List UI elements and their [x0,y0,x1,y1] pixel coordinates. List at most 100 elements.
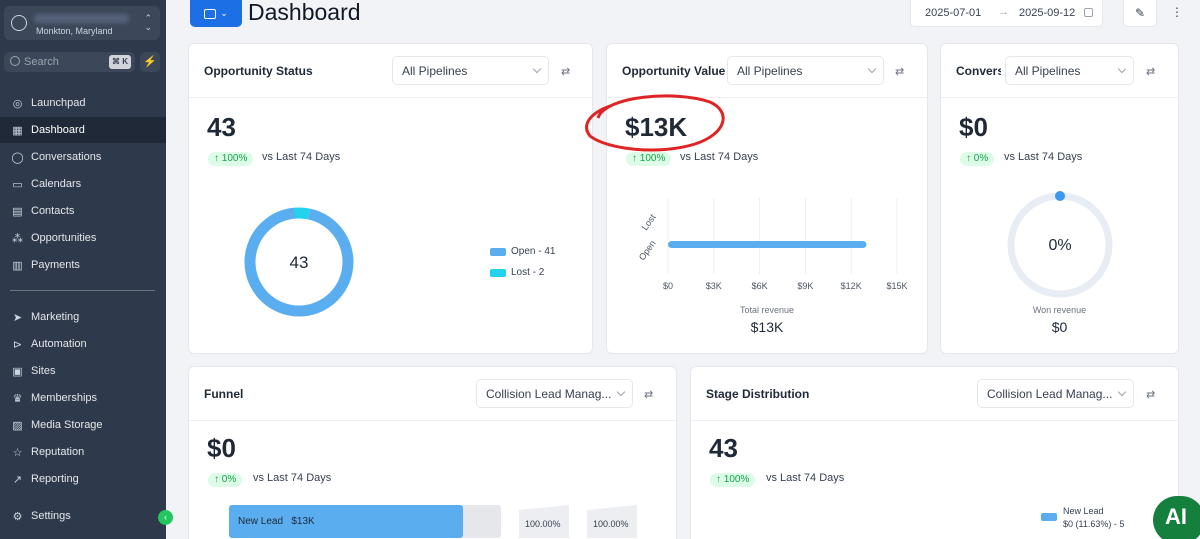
legend-item-open: Open - 41 [490,246,555,257]
conversion-card: Conversion All Pipelines ⇄ $0 ↑ 0% vs La… [940,43,1179,354]
sidebar-item-payments[interactable]: ▥ Payments [0,252,166,278]
change-badge: ↑ 100% [626,152,672,166]
compare-text: vs Last 74 Days [680,151,759,163]
search-shortcut: ⌘ K [109,55,131,69]
search-input[interactable]: Search ⌘ K [4,52,135,72]
card-header: Opportunity Value All Pipelines ⇄ [607,44,927,98]
location-switcher[interactable]: Monkton, Maryland ⌃ ⌄ [4,6,160,40]
filter-settings-icon[interactable]: ⇄ [561,66,571,78]
receipt-icon: ▥ [12,259,23,272]
sidebar-item-settings[interactable]: ⚙ Settings [0,503,166,529]
sidebar-item-label: Automation [31,338,87,350]
sidebar-item-automation[interactable]: ⊳ Automation [0,331,166,357]
sidebar-item-label: Media Storage [31,419,103,431]
chevron-down-icon [532,64,542,74]
legend-item-new-lead: New Lead $0 (11.63%) - 5 [1063,505,1124,531]
pipeline-dropdown[interactable]: All Pipelines [727,56,884,85]
sidebar-item-launchpad[interactable]: ◎ Launchpad [0,90,166,116]
sidebar-item-dashboard[interactable]: ▦ Dashboard [0,117,166,143]
legend-label: Lost - 2 [511,267,545,278]
dropdown-value: All Pipelines [1015,64,1081,78]
legend-value: $0 (11.63%) - 5 [1063,519,1125,529]
sidebar-item-reputation[interactable]: ☆ Reputation [0,439,166,465]
legend-label: New Lead [1063,506,1104,516]
filter-settings-icon[interactable]: ⇄ [1146,66,1156,78]
funnel-card: Funnel Collision Lead Manag... ⇄ $0 ↑ 0%… [188,366,677,539]
sidebar-item-label: Reputation [31,446,85,458]
collapse-sidebar-button[interactable]: ‹ [158,510,173,525]
gauge-center-value: 0% [1048,237,1071,254]
membership-icon: ♛ [12,392,23,405]
x-tick-label: $0 [663,281,673,291]
dropdown-value: All Pipelines [737,64,803,78]
donut-center-value: 43 [290,253,309,272]
sidebar-item-sites[interactable]: ▣ Sites [0,358,166,384]
dashboard-switcher-button[interactable]: ⌄ [190,0,242,27]
pipeline-dropdown[interactable]: All Pipelines [1005,56,1134,85]
sidebar-item-reporting[interactable]: ↗ Reporting [0,466,166,492]
filter-settings-icon[interactable]: ⇄ [895,66,905,78]
sidebar-item-calendars[interactable]: ▭ Calendars [0,171,166,197]
chevron-down-icon [1117,64,1127,74]
stage-distribution-card: Stage Distribution Collision Lead Manag.… [690,366,1179,539]
funnel-conversion-step: 100.00% [519,505,569,538]
legend-label: Open - 41 [511,246,556,257]
date-range-picker[interactable]: 2025-07-01 → 2025-09-12 [910,0,1103,27]
page-title: Dashboard [248,0,361,25]
search-placeholder: Search [24,56,59,68]
arrow-right-icon: → [998,6,1009,18]
y-category-label: Lost [640,212,658,232]
network-icon: ⁂ [12,232,23,245]
chevron-down-icon [1117,387,1127,397]
sidebar-divider [10,290,155,291]
donut-segment-lost [244,207,354,317]
calendar-icon [1084,8,1093,17]
won-revenue-value: $0 [1051,319,1068,335]
change-badge: ↑ 100% [208,152,254,166]
dropdown-value: All Pipelines [402,64,468,78]
change-badge: ↑ 100% [710,473,756,487]
funnel-bar-value: $13K [291,516,315,527]
compare-text: vs Last 74 Days [766,472,845,484]
chevron-down-icon [867,64,877,74]
y-category-label: Open [637,238,658,262]
more-options-icon[interactable]: ⋮ [1171,5,1183,19]
total-revenue-value: $13K [750,319,784,335]
automation-icon: ⊳ [12,338,23,351]
sidebar-item-label: Reporting [31,473,79,485]
contacts-icon: ▤ [12,205,23,218]
metric-value: 43 [709,433,738,463]
edit-dashboard-button[interactable]: ✎ [1123,0,1157,27]
won-revenue-label: Won revenue [1032,305,1087,315]
sidebar-item-opportunities[interactable]: ⁂ Opportunities [0,225,166,251]
sidebar-item-marketing[interactable]: ➤ Marketing [0,304,166,330]
metric-value: $0 [959,112,988,142]
pipeline-dropdown[interactable]: All Pipelines [392,56,549,85]
filter-settings-icon[interactable]: ⇄ [1146,389,1156,401]
funnel-bar-label: New Lead [238,516,284,527]
x-tick-label: $15K [886,281,907,291]
legend-item-lost: Lost - 2 [490,267,544,278]
sidebar-item-label: Conversations [31,151,102,163]
sidebar-item-label: Marketing [31,311,80,323]
funnel-conversion-step: 100.00% [587,505,637,538]
sidebar-item-contacts[interactable]: ▤ Contacts [0,198,166,224]
sidebar-item-conversations[interactable]: ◯ Conversations [0,144,166,170]
pipeline-dropdown[interactable]: Collision Lead Manag... [977,379,1134,408]
x-tick-label: $12K [841,281,862,291]
legend-swatch [490,247,506,256]
change-badge: ↑ 0% [208,473,243,487]
quick-action-bolt-icon[interactable]: ⚡ [140,52,160,72]
change-badge: ↑ 0% [960,152,995,166]
filter-settings-icon[interactable]: ⇄ [644,389,654,401]
sidebar-item-media-storage[interactable]: ▨ Media Storage [0,412,166,438]
ai-assistant-button[interactable]: AI [1153,496,1200,539]
funnel-bar-new-lead[interactable]: New Lead $13K [229,505,463,538]
pipeline-dropdown[interactable]: Collision Lead Manag... [476,379,633,408]
sidebar-item-memberships[interactable]: ♛ Memberships [0,385,166,411]
card-title: Opportunity Value [622,64,725,78]
layout-icon [204,8,217,19]
sidebar-item-label: Sites [31,365,56,377]
metric-value: 43 [207,112,236,142]
sidebar-item-label: Memberships [31,392,98,404]
